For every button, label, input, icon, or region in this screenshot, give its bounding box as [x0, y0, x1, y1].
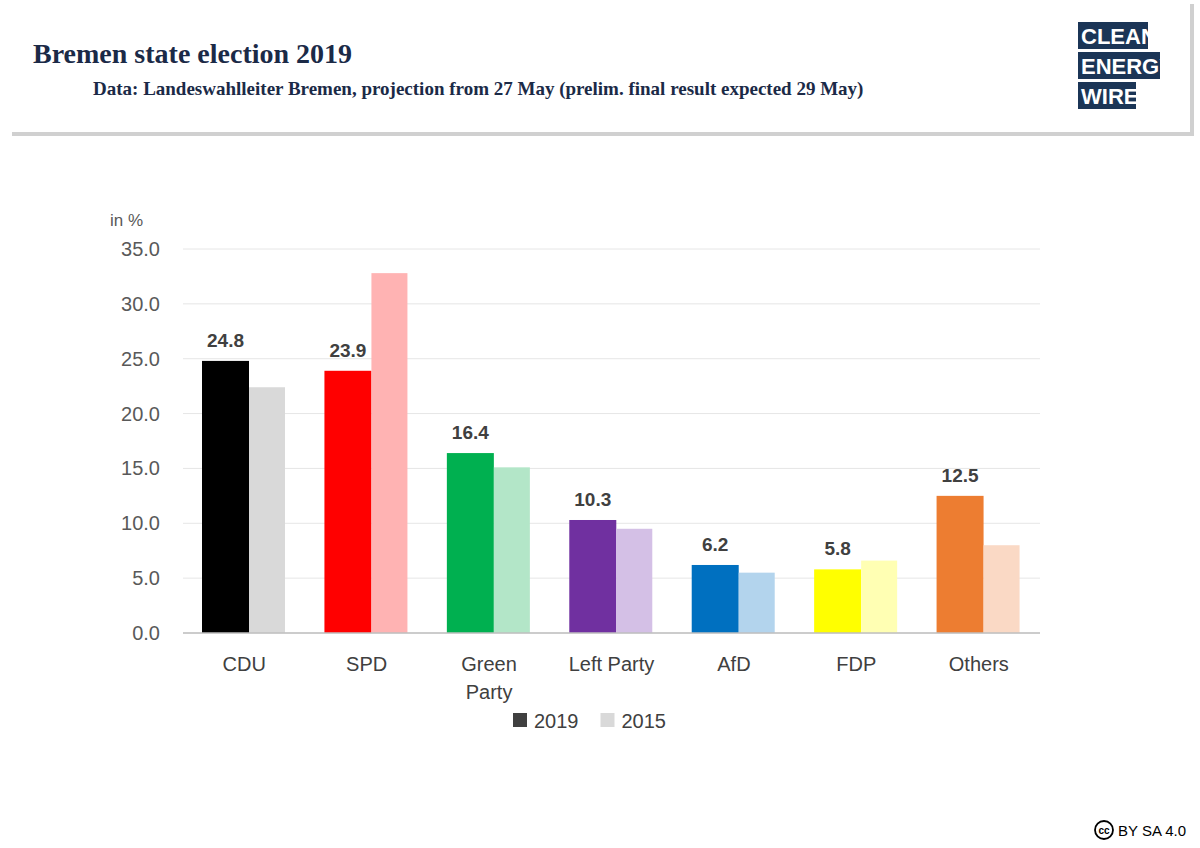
x-tick-label-line: Left Party	[569, 653, 655, 675]
x-tick-label: CDU	[223, 653, 266, 675]
bar	[739, 573, 775, 633]
x-tick-label-line: Others	[949, 653, 1009, 675]
chart-canvas: Bremen state election 2019 Data: Landeswa…	[0, 0, 1200, 848]
legend-label: 2019	[534, 710, 579, 732]
license-text: BY SA 4.0	[1118, 822, 1186, 839]
bar	[984, 545, 1020, 633]
y-tick-label: 25.0	[121, 348, 160, 370]
bar	[202, 361, 249, 633]
bar	[861, 561, 897, 633]
data-label: 5.8	[824, 538, 850, 559]
grid-line	[183, 358, 1040, 359]
x-tick-label-line: Party	[466, 681, 513, 703]
x-tick-label: Green Party	[461, 653, 517, 703]
logo-text: ENERGY	[1081, 54, 1174, 79]
legend-swatch	[513, 713, 527, 727]
data-labels: 24.8 23.9 16.4 10.3 6.2 5.8 12.5	[207, 330, 979, 559]
x-tick-label: Others	[949, 653, 1009, 675]
grid-line	[183, 303, 1040, 304]
y-tick-label: 30.0	[121, 293, 160, 315]
grid-line	[183, 413, 1040, 414]
bar	[249, 387, 285, 633]
grid-line	[183, 468, 1040, 469]
grid-line	[183, 633, 1040, 634]
data-label: 12.5	[942, 465, 979, 486]
y-tick-label: 15.0	[121, 457, 160, 479]
x-tick-label-line: AfD	[717, 653, 750, 675]
header-box	[8, 0, 1190, 132]
logo-text: CLEAN	[1081, 24, 1157, 49]
x-tick-label-line: Green	[461, 653, 517, 675]
bar	[692, 565, 739, 633]
subtitle: Data: Landeswahlleiter Bremen, projectio…	[93, 78, 863, 100]
x-tick-label-line: CDU	[223, 653, 266, 675]
logo-text: WIRE	[1081, 84, 1138, 109]
x-axis-line	[183, 632, 1040, 634]
bar	[447, 453, 494, 633]
legend-label: 2015	[622, 710, 667, 732]
data-label: 23.9	[329, 340, 366, 361]
x-tick-label: AfD	[717, 653, 750, 675]
bars	[202, 273, 1020, 633]
y-axis-label: in %	[110, 211, 143, 230]
license-icon-text: cc	[1098, 825, 1110, 836]
legend-swatch	[601, 713, 615, 727]
y-tick-label: 5.0	[132, 567, 160, 589]
data-label: 10.3	[574, 489, 611, 510]
x-tick-label: FDP	[836, 653, 876, 675]
y-tick-label: 0.0	[132, 622, 160, 644]
y-tick-label: 20.0	[121, 403, 160, 425]
license-icon	[1095, 821, 1113, 839]
grid-line	[183, 249, 1040, 250]
data-label: 24.8	[207, 330, 244, 351]
x-tick-label-line: SPD	[346, 653, 387, 675]
bar	[814, 569, 861, 633]
x-tick-label: Left Party	[569, 653, 655, 675]
y-tick-label: 10.0	[121, 512, 160, 534]
bar	[937, 496, 984, 633]
bar	[324, 371, 371, 633]
bar	[616, 529, 652, 633]
x-tick-label: SPD	[346, 653, 387, 675]
bar	[371, 273, 407, 633]
y-tick-label: 35.0	[121, 238, 160, 260]
data-label: 6.2	[702, 534, 728, 555]
data-label: 16.4	[452, 422, 489, 443]
bar	[494, 467, 530, 633]
x-tick-label-line: FDP	[836, 653, 876, 675]
bar	[569, 520, 616, 633]
title: Bremen state election 2019	[33, 38, 352, 69]
